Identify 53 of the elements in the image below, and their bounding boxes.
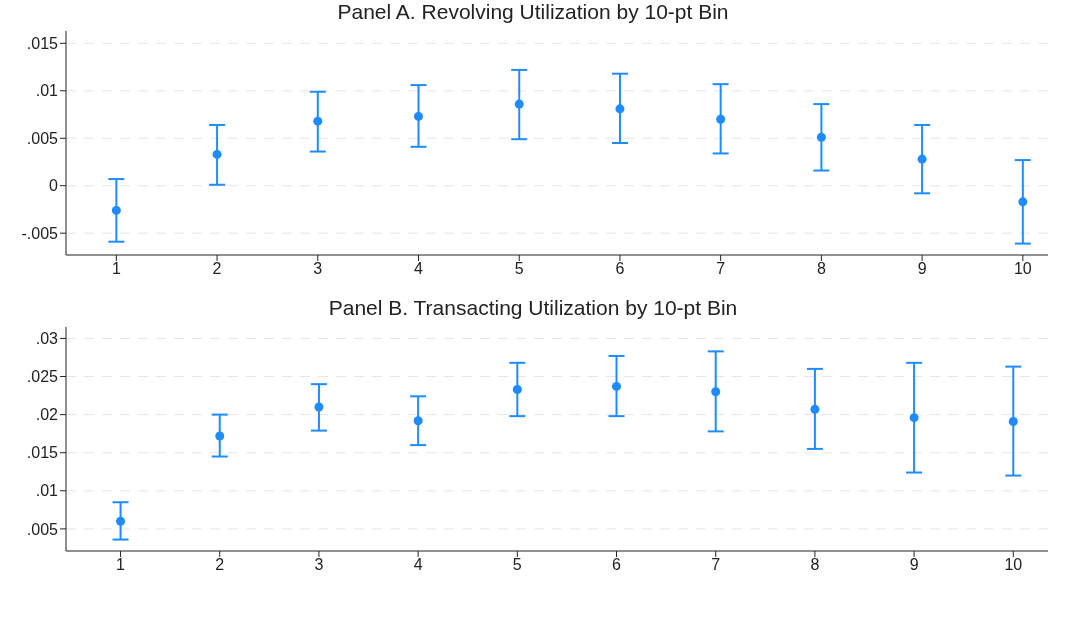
- point: [212, 149, 222, 159]
- y-tick-label: .015: [26, 444, 59, 462]
- x-tick-label: 10: [1004, 556, 1023, 574]
- point: [116, 516, 126, 526]
- y-tick-label: .01: [35, 482, 59, 500]
- x-tick-label: 6: [612, 556, 622, 574]
- y-tick-label: .025: [26, 368, 59, 386]
- y-tick-label: .01: [35, 82, 59, 100]
- x-tick-label: 10: [1013, 260, 1032, 278]
- chart-title: Panel A. Revolving Utilization by 10-pt Bin: [336, 0, 730, 25]
- point: [1018, 197, 1028, 207]
- x-tick-label: 3: [314, 556, 324, 574]
- chart-title: Panel B. Transacting Utilization by 10-pt Bin: [327, 296, 739, 321]
- x-tick-label: 7: [711, 556, 721, 574]
- x-tick-label: 2: [215, 556, 225, 574]
- x-tick-label: 4: [414, 260, 424, 278]
- point: [716, 114, 726, 124]
- point: [512, 384, 522, 394]
- point: [313, 116, 323, 126]
- x-tick-label: 1: [116, 556, 126, 574]
- point: [314, 402, 324, 412]
- x-tick-label: 4: [413, 556, 423, 574]
- x-tick-label: 1: [111, 260, 121, 278]
- x-tick-label: 5: [514, 260, 524, 278]
- y-tick-label: -.005: [21, 224, 59, 242]
- point: [612, 381, 622, 391]
- point: [1008, 416, 1018, 426]
- y-tick-label: .005: [26, 129, 59, 147]
- y-tick-label: .02: [35, 406, 59, 424]
- point: [816, 132, 826, 142]
- x-tick-label: 9: [909, 556, 919, 574]
- x-tick-label: 9: [917, 260, 927, 278]
- x-tick-label: 3: [313, 260, 323, 278]
- x-tick-label: 8: [816, 260, 826, 278]
- point: [917, 154, 927, 164]
- point: [810, 404, 820, 414]
- y-tick-label: .03: [35, 330, 59, 348]
- point: [615, 104, 625, 114]
- x-tick-label: 6: [615, 260, 625, 278]
- x-tick-label: 2: [212, 260, 222, 278]
- point: [711, 387, 721, 397]
- y-tick-label: .005: [26, 520, 59, 538]
- point: [413, 416, 423, 426]
- point: [514, 99, 524, 109]
- point: [215, 431, 225, 441]
- y-tick-label: 0: [49, 177, 59, 195]
- point: [111, 205, 121, 215]
- point: [909, 413, 919, 423]
- x-tick-label: 8: [810, 556, 820, 574]
- x-tick-label: 7: [716, 260, 726, 278]
- x-tick-label: 5: [512, 556, 522, 574]
- y-tick-label: .015: [26, 35, 59, 53]
- point: [414, 111, 424, 121]
